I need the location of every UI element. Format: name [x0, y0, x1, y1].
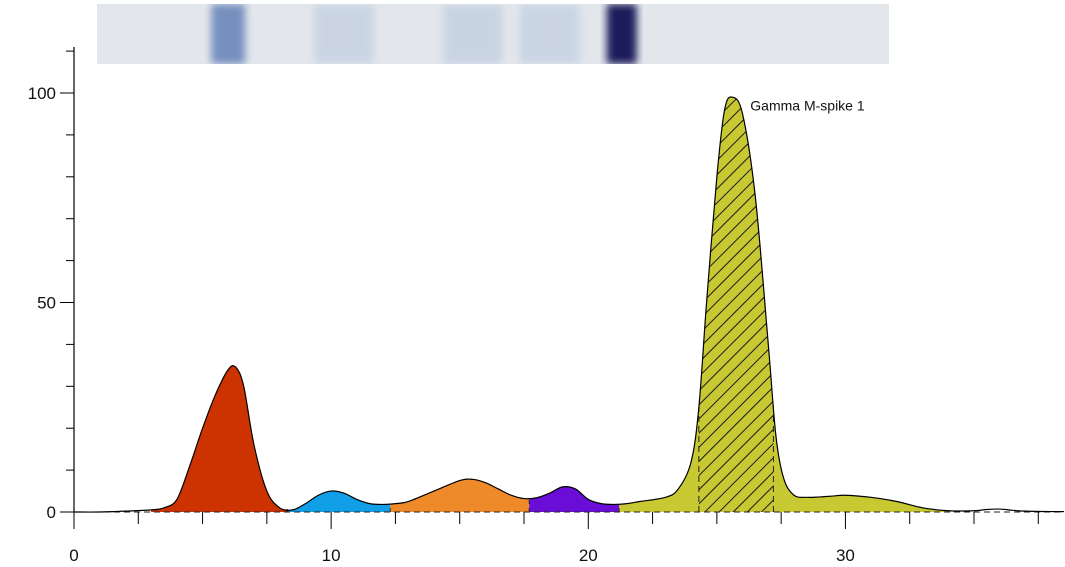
fraction-area-2 — [287, 490, 391, 512]
curve-layer — [73, 96, 1065, 513]
y-tick-label: 100 — [28, 84, 56, 103]
gel-band-1 — [211, 4, 246, 64]
annotation-label: Gamma M-spike 1 — [750, 98, 865, 114]
annotations: Gamma M-spike 1 — [750, 98, 865, 114]
y-tick-label: 50 — [37, 294, 56, 313]
fraction-area-4 — [529, 486, 620, 512]
y-tick-label: 0 — [47, 503, 56, 522]
m-spike-area — [698, 96, 774, 512]
x-tick-label: 0 — [69, 546, 78, 565]
gel-strip-image — [97, 4, 889, 64]
density-curve — [73, 96, 1065, 513]
x-tick-label: 10 — [322, 546, 341, 565]
x-tick-label: 20 — [579, 546, 598, 565]
x-tick-label: 30 — [836, 546, 855, 565]
gel-band-4 — [519, 4, 580, 64]
gel-band-2 — [314, 4, 374, 64]
gel-band-3 — [442, 4, 503, 64]
fraction-area-3 — [390, 479, 530, 512]
axes: 0 50 100 0 10 20 30 — [28, 47, 1039, 565]
fraction-area-5 — [619, 96, 949, 512]
fraction-area-1 — [151, 365, 288, 512]
gel-band-5 — [606, 4, 637, 64]
m-spike-hatch — [698, 96, 774, 512]
fraction-fills — [151, 96, 949, 512]
